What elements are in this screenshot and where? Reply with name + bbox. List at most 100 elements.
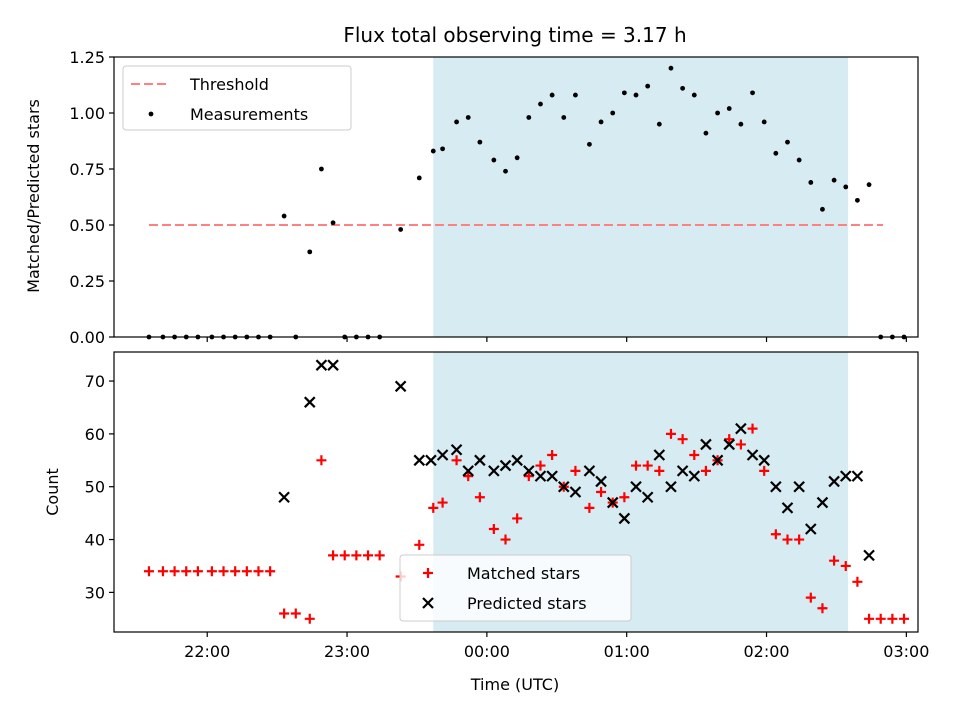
data-point <box>738 121 744 127</box>
legend-box <box>399 554 632 622</box>
matched-point <box>829 555 840 566</box>
y-tick-label: 30 <box>85 583 105 602</box>
data-point <box>668 65 674 71</box>
data-point <box>440 146 445 152</box>
data-point <box>465 115 471 120</box>
predicted-point <box>688 470 701 482</box>
x-tick-label: 02:00 <box>743 642 789 661</box>
predicted-point <box>436 449 449 461</box>
x-tick-label: 03:00 <box>883 642 929 661</box>
matched-point <box>512 513 523 524</box>
matched-point <box>782 534 793 545</box>
matched-point <box>181 566 192 577</box>
matched-point <box>619 492 630 503</box>
predicted-point <box>511 454 523 467</box>
matched-point <box>735 439 746 450</box>
matched-point <box>230 566 241 577</box>
matched-point <box>328 550 339 561</box>
data-point <box>820 206 825 212</box>
y-tick-label: 60 <box>85 425 105 444</box>
y-tick-label: 1.00 <box>69 104 105 123</box>
y-tick-label: 0.75 <box>69 160 105 179</box>
predicted-point <box>630 480 642 493</box>
predicted-point <box>413 454 426 467</box>
matched-point <box>290 608 301 619</box>
x-tick-label: 01:00 <box>604 642 650 661</box>
series-plus <box>143 423 910 624</box>
matched-point <box>759 465 770 476</box>
matched-point <box>169 566 180 577</box>
predicted-point <box>700 438 712 451</box>
matched-point <box>584 502 595 513</box>
y-axis-label-count: Count <box>43 468 62 516</box>
predicted-point <box>735 422 747 435</box>
legend: Matched stars Predicted stars <box>399 554 632 622</box>
predicted-point <box>534 470 547 482</box>
matched-point <box>805 592 816 603</box>
observing-span <box>433 57 849 337</box>
data-point <box>587 141 592 147</box>
predicted-point <box>583 465 596 477</box>
y-axis-label-ratio: Matched/Predicted stars <box>24 99 43 293</box>
x-tick-label: 22:00 <box>184 642 230 661</box>
matched-point <box>474 492 485 503</box>
data-point <box>866 182 872 188</box>
matched-point <box>339 550 350 561</box>
predicted-point <box>793 480 805 493</box>
data-point <box>398 227 404 232</box>
legend-box <box>122 65 352 131</box>
matched-point <box>500 534 511 545</box>
matched-point <box>852 576 863 587</box>
predicted-point <box>770 480 782 493</box>
data-point <box>561 115 567 120</box>
data-point <box>503 168 508 174</box>
data-point <box>691 92 697 98</box>
matched-point <box>192 566 203 577</box>
predicted-point <box>711 454 724 467</box>
predicted-point <box>816 496 829 509</box>
matched-point <box>840 560 851 571</box>
chart-title: Flux total observing time = 3.17 h <box>343 23 686 47</box>
predicted-point <box>781 502 794 514</box>
matched-point <box>654 465 665 476</box>
data-point <box>831 177 837 183</box>
predicted-point <box>828 475 840 488</box>
matched-point <box>547 450 558 461</box>
data-point <box>610 110 616 116</box>
predicted-point <box>474 454 486 467</box>
matched-point <box>689 450 700 461</box>
data-point <box>454 119 459 125</box>
predicted-point <box>595 475 607 488</box>
data-point <box>680 85 686 91</box>
predicted-point <box>851 470 864 482</box>
matched-point <box>770 529 781 540</box>
count-panel: 30 40 50 60 70 22:00 23:00 00:00 01:00 02:00 03:00… <box>85 351 929 661</box>
x-tick-label: 00:00 <box>464 642 510 661</box>
matched-point <box>351 550 362 561</box>
predicted-point <box>758 454 770 467</box>
matched-point <box>428 502 439 513</box>
matched-point <box>631 460 642 471</box>
y-tick-label: 0.50 <box>69 216 105 235</box>
matched-point <box>794 534 805 545</box>
matched-point <box>143 566 154 577</box>
matched-point <box>700 465 711 476</box>
predicted-point <box>327 359 339 371</box>
matched-point <box>724 434 735 445</box>
predicted-point <box>665 480 677 493</box>
predicted-point <box>278 491 290 504</box>
data-point <box>477 139 483 145</box>
predicted-point <box>805 523 817 535</box>
matched-point <box>642 460 653 471</box>
data-point <box>598 119 604 125</box>
predicted-point <box>425 454 437 467</box>
data-point <box>773 150 779 156</box>
legend: Threshold Measurements <box>122 65 352 131</box>
matched-point <box>218 566 229 577</box>
data-point <box>761 119 767 125</box>
data-point <box>715 110 720 116</box>
matched-point <box>279 608 290 619</box>
data-point <box>549 92 555 98</box>
y-tick-label: 50 <box>85 478 105 497</box>
data-point <box>491 157 497 163</box>
